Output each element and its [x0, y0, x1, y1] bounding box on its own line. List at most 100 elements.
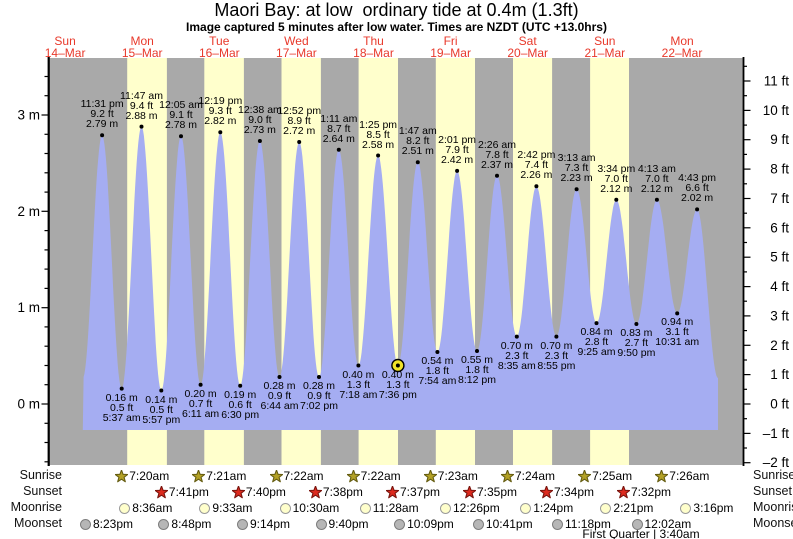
moonset-time-text: 12:02am [644, 516, 692, 531]
tide-point [594, 321, 599, 326]
moonset-circle-icon [552, 518, 563, 530]
tide-point [317, 375, 321, 379]
right-axis-label: 0 ft [770, 397, 789, 412]
sunset-time: 7:32pm [617, 485, 671, 499]
tide-point [277, 375, 282, 379]
moonrise-time-text: 2:21pm [613, 500, 654, 515]
moonrise-circle-icon [279, 502, 291, 514]
moonset-circle-icon [315, 518, 327, 530]
moonrise-time: 10:30am [279, 500, 340, 515]
tide-point [534, 184, 539, 189]
page-subtitle: Image captured 5 minutes after low water… [186, 20, 607, 34]
moonset-time: 9:14pm [237, 517, 290, 531]
day-label: Sat 20–Mar [507, 34, 549, 60]
high-tide-label: 12:05 am 9.1 ft 2.78 m [159, 99, 203, 132]
sunrise-star-icon [501, 469, 514, 482]
tide-point [415, 160, 420, 165]
moonset-time-text: 8:48pm [171, 516, 212, 531]
moonset-time-text: 10:09pm [407, 516, 454, 531]
moonset-time: 8:48pm [158, 517, 211, 531]
tide-point [198, 382, 203, 387]
sunrise-star-icon [578, 469, 592, 482]
tide-point [495, 173, 499, 178]
right-axis-label: 5 ft [770, 250, 789, 265]
high-tide-label: 12:19 pm 9.3 ft 2.82 m [198, 95, 243, 128]
low-tide-label: 0.70 m 2.3 ft 8:55 pm [537, 339, 576, 372]
left-axis-label: 0 m [17, 397, 40, 412]
moonset-circle-icon [158, 518, 170, 530]
right-axis-label: 7 ft [770, 191, 789, 206]
tide-point [100, 133, 105, 138]
tide-point [257, 139, 262, 143]
right-axis-label: 4 ft [770, 279, 789, 294]
right-axis-label: 2 ft [770, 338, 789, 353]
day-label: Tue 16–Mar [198, 34, 240, 60]
low-tide-label: 0.20 m 0.7 ft 6:11 am [182, 387, 220, 420]
moonrise-time: 2:21pm [600, 501, 653, 515]
right-axis-label: 1 ft [770, 367, 789, 382]
moonrise-circle-icon [600, 502, 612, 514]
day-label: Sun 21–Mar [584, 34, 626, 60]
moonrise-time: 1:24pm [520, 501, 573, 515]
moonset-time: 8:23pm [80, 517, 133, 531]
sunrise-star-icon [655, 469, 669, 482]
moonset-row-label-right: Moonset [753, 516, 793, 530]
sunrise-star-icon [115, 469, 129, 482]
low-tide-label: 0.40 m 1.3 ft 7:36 pm [378, 368, 417, 401]
moonrise-time-text: 10:30am [292, 500, 340, 515]
tide-point [554, 334, 559, 339]
tide-point [297, 140, 302, 144]
tide-point [455, 168, 460, 173]
low-tide-label: 0.16 m 0.5 ft 5:37 am [102, 391, 141, 424]
moonset-time-text: 8:23pm [93, 516, 134, 531]
day-label: Mon 15–Mar [121, 34, 163, 60]
tide-point [395, 363, 400, 368]
day-label: Sun 14–Mar [44, 34, 86, 60]
left-axis-label: 1 m [17, 300, 40, 315]
sunset-row-label-right: Sunset [753, 484, 792, 498]
sunset-star-icon [617, 485, 630, 498]
low-tide-label: 0.28 m 0.9 ft 7:02 pm [300, 380, 338, 412]
sunset-time-text: 7:41pm [168, 484, 209, 499]
sunrise-row-label-left: Sunrise [19, 468, 62, 482]
tide-point [634, 322, 639, 326]
sunrise-time-text: 7:26am [669, 468, 710, 483]
day-label: Wed 17–Mar [276, 34, 317, 60]
high-tide-label: 3:34 pm 7.0 ft 2.12 m [597, 162, 636, 195]
sunset-star-icon [386, 485, 399, 498]
moonset-time-text: 9:40pm [328, 516, 369, 531]
moonrise-row-label-left: Moonrise [10, 500, 62, 514]
moonrise-time-text: 1:24pm [533, 500, 574, 515]
sunrise-time: 7:26am [655, 469, 709, 483]
moon-phase-label: First Quarter | 3:40am [582, 527, 700, 539]
moonset-time: 10:41pm [472, 517, 533, 531]
tide-point [614, 197, 619, 202]
tide-point [179, 134, 183, 139]
sunrise-time: 7:22am [346, 469, 401, 483]
moonrise-circle-icon [520, 502, 532, 514]
sunset-time: 7:38pm [308, 484, 363, 499]
moonrise-circle-icon [119, 502, 131, 514]
low-tide-label: 0.84 m 2.8 ft 9:25 am [577, 326, 616, 359]
moonrise-time: 8:36am [119, 501, 172, 515]
day-label: Mon 22–Mar [661, 34, 703, 60]
tide-point [514, 334, 519, 339]
moonset-circle-icon [472, 518, 484, 530]
moonrise-time: 11:28am [359, 501, 419, 515]
tide-point [675, 311, 680, 316]
low-tide-label: 0.14 m 0.5 ft 5:57 pm [142, 393, 181, 426]
right-axis-label: 11 ft [764, 74, 790, 89]
sunset-time-text: 7:38pm [322, 484, 363, 499]
sunrise-star-icon [346, 469, 360, 482]
right-axis-label: 6 ft [770, 220, 789, 235]
moonset-circle-icon [631, 518, 643, 530]
sunset-time-text: 7:32pm [631, 484, 672, 499]
moonrise-time-text: 9:33am [212, 500, 253, 515]
high-tide-label: 2:26 am 7.8 ft 2.37 m [478, 138, 516, 171]
sunset-time: 7:37pm [386, 485, 440, 499]
sunrise-time: 7:22am [269, 469, 324, 483]
right-axis-label: –1 ft [763, 426, 790, 441]
low-tide-label: 0.94 m 3.1 ft 10:31 am [655, 316, 700, 349]
